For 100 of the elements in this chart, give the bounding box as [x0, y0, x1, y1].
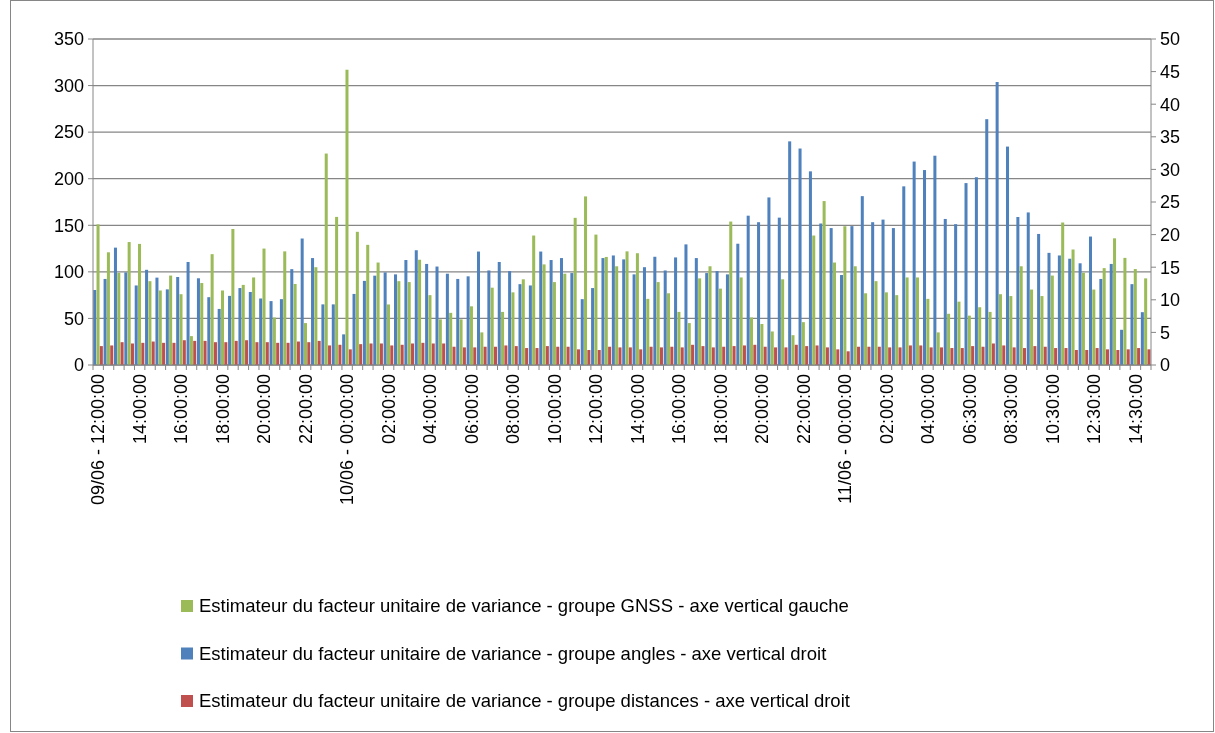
bar [286, 342, 290, 365]
bar [1126, 349, 1130, 365]
bar [788, 141, 792, 365]
bar [857, 346, 861, 365]
bar [431, 343, 435, 365]
bar [967, 315, 971, 365]
y2-tick-label: 30 [1160, 159, 1181, 180]
x-tick-label: 06:30:00 [959, 374, 980, 445]
y2-tick-label: 0 [1160, 355, 1171, 376]
bar [342, 334, 346, 365]
bar [732, 346, 736, 365]
bar [265, 342, 269, 365]
y2-tick-label: 40 [1160, 94, 1181, 115]
y2-tick-label: 15 [1160, 257, 1181, 278]
bar [1012, 347, 1016, 365]
bar [1009, 296, 1013, 365]
x-tick-label: 20:00:00 [752, 374, 773, 445]
bar [535, 348, 539, 365]
bar [328, 345, 332, 365]
legend-label: Estimateur du facteur unitaire de variance - groupe distances - axe vertical droit [199, 690, 850, 712]
bar [912, 161, 916, 365]
bar [877, 346, 881, 365]
bar [476, 251, 481, 365]
x-tick-label: 20:00:00 [254, 374, 275, 445]
bar [369, 343, 373, 365]
y-tick-label: 350 [53, 29, 84, 50]
bar [943, 218, 947, 365]
bar [1064, 348, 1068, 365]
bar [348, 349, 352, 365]
bar [867, 346, 871, 365]
bar [1085, 350, 1089, 365]
legend-label: Estimateur du facteur unitaire de variance - groupe GNSS - axe vertical gauche [199, 595, 849, 617]
bar [995, 82, 999, 365]
x-tick-label: 22:00:00 [295, 374, 316, 445]
bar [798, 148, 802, 365]
x-tick-label: 22:00:00 [793, 374, 814, 445]
bar [1002, 345, 1006, 365]
bar [141, 342, 145, 365]
y2-tick-label: 50 [1160, 29, 1181, 50]
bar [335, 216, 339, 365]
x-tick-label: 14:30:00 [1125, 374, 1146, 445]
y2-tick-label: 5 [1160, 322, 1171, 343]
x-tick-label: 12:00:00 [586, 374, 607, 445]
x-tick-label: 06:00:00 [461, 374, 482, 445]
bar [628, 347, 632, 365]
bar [120, 342, 124, 365]
bar [902, 186, 906, 365]
bar [1043, 346, 1047, 365]
bar [1005, 146, 1010, 365]
bar [255, 342, 259, 365]
x-tick-label: 04:00:00 [420, 374, 441, 445]
bar [1137, 348, 1141, 365]
bar [597, 350, 601, 365]
bar [545, 346, 549, 365]
bar [400, 344, 404, 365]
bar [435, 266, 439, 365]
y-tick-label: 300 [53, 75, 84, 96]
x-tick-label: 10/06 - 00:00:00 [337, 374, 358, 506]
bar [1074, 350, 1078, 365]
bar [296, 341, 300, 365]
bar [964, 183, 968, 365]
bar [1147, 349, 1151, 365]
bar [359, 344, 363, 365]
bar [162, 342, 166, 365]
y-tick-label: 200 [53, 169, 84, 190]
bar [929, 347, 933, 365]
bar [784, 347, 788, 365]
x-tick-label: 08:30:00 [1001, 374, 1022, 445]
bar [746, 215, 750, 365]
x-tick-label: 14:00:00 [129, 374, 150, 445]
bar [954, 224, 958, 365]
bar [815, 345, 819, 365]
y-tick-label: 0 [73, 355, 84, 376]
bar [587, 350, 591, 365]
y2-tick-label: 10 [1160, 290, 1181, 311]
bar [670, 346, 674, 365]
bar [1095, 348, 1099, 365]
bar [888, 347, 892, 365]
x-tick-label: 02:00:00 [378, 374, 399, 445]
bar [1023, 348, 1027, 365]
bar [317, 340, 321, 365]
bar [836, 349, 840, 365]
bar [556, 346, 560, 365]
bar [988, 311, 992, 365]
bar [151, 341, 155, 365]
bar [978, 307, 982, 365]
bar [379, 343, 383, 365]
bar [300, 238, 304, 365]
bar [1105, 349, 1109, 365]
bar [1054, 348, 1058, 365]
bar [525, 348, 529, 365]
bar [321, 304, 325, 365]
bar [722, 346, 726, 365]
bar [825, 347, 829, 365]
x-tick-label: 12:30:00 [1084, 374, 1105, 445]
bar [767, 197, 771, 365]
y-tick-label: 50 [63, 308, 84, 329]
y-tick-label: 100 [53, 262, 84, 283]
bar [1116, 350, 1120, 365]
y2-tick-label: 35 [1160, 127, 1181, 148]
